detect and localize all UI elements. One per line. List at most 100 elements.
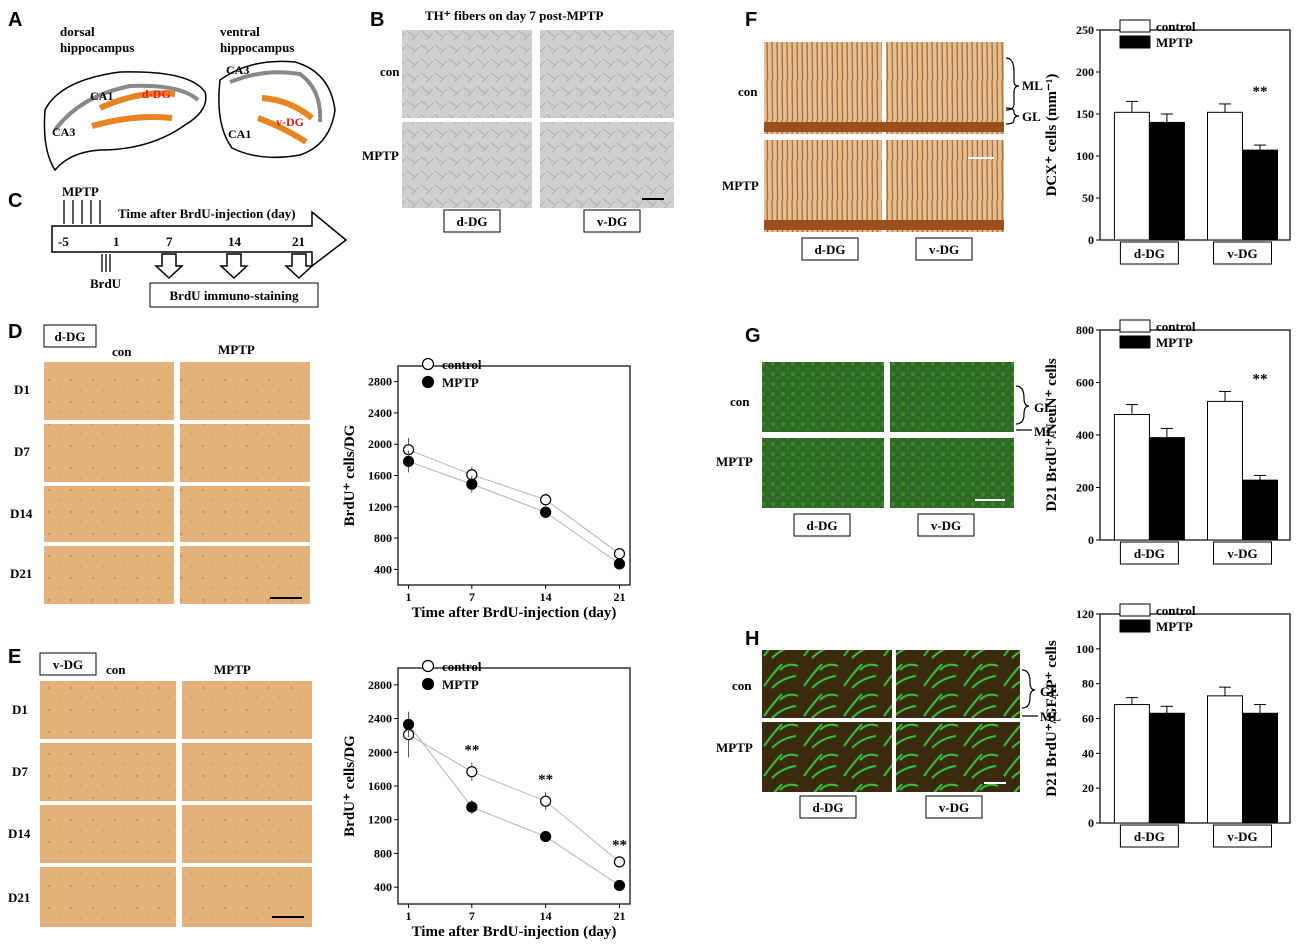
g-bar-ytick-label-1: 200: [1076, 481, 1094, 495]
micrograph-e-d7-con: [40, 743, 176, 801]
ventral-outline: [218, 60, 336, 159]
panel-label-e: E: [8, 646, 21, 668]
panel-label-c: C: [8, 190, 22, 212]
panel-f-box-ddg: [801, 237, 859, 261]
g-bar-bar-1-1: [1242, 479, 1278, 541]
panel-label-g: G: [745, 325, 761, 347]
timeline-tick-minus5: -5: [58, 234, 69, 249]
panel-b: TH⁺ fibers on day 7 post-MPTP con MPTP d…: [362, 8, 674, 233]
d-line-point-1-3: [613, 558, 626, 570]
f-bar-ytick-label-0: 0: [1088, 233, 1094, 247]
chart-g-bar: 0 200 400 600 800 D21 BrdU⁺/NeuN⁺ cells d-DG v-…: [1044, 319, 1291, 565]
h-bar-ytick-label-1: 20: [1082, 781, 1094, 795]
micrograph-f-con-vdg: [886, 42, 1004, 134]
d-line-xtick-label-0: 1: [406, 590, 412, 604]
h-bar-cat-box-0: [1119, 824, 1179, 848]
micrograph-g-con-vdg: [890, 362, 1014, 432]
h-bar-bar-0-0: [1113, 704, 1150, 824]
panel-f-gl-bracket: [1005, 107, 1020, 125]
h-bar-ytick-label-6: 120: [1076, 607, 1094, 621]
e-line-sig-3: **: [612, 838, 627, 854]
d-line-ytick-label-1: 800: [374, 531, 392, 545]
micrograph-e-d14-con: [40, 805, 176, 863]
panel-g-micrographs: con MPTP GL ML d-DG v-DG: [716, 362, 1055, 537]
chart-f-bar: 0 50 100 150 200 250 DCX⁺ cells (mm⁻¹) d-DG v-DG…: [1044, 19, 1291, 265]
panel-e-col-con: con: [106, 662, 126, 677]
panel-d-row-d14: D14: [10, 506, 33, 521]
panel-a-schematic: dorsal hippocampus ventral hippocampus C…: [43, 24, 336, 172]
dorsal-dg-lower: [91, 114, 173, 129]
panel-label-a: A: [8, 9, 22, 31]
e-line-ylabel: BrdU⁺ cells/DG: [342, 735, 358, 837]
panel-label-f: F: [745, 9, 757, 31]
h-bar-bar-1-0: [1148, 712, 1185, 824]
micrograph-e-d1-con: [40, 681, 176, 739]
d-line-xlabel: Time after BrdU-injection (day): [412, 605, 617, 621]
micrograph-d-d1-mptp: [180, 362, 310, 420]
micrograph-h-mptp-ddg: [762, 722, 892, 792]
d-line-series-line-0: [408, 449, 620, 555]
d-line-point-1-2: [540, 506, 552, 518]
ventral-dg-lower: [256, 115, 308, 145]
g-bar-bar-0-1: [1207, 400, 1243, 541]
f-bar-cat-label-1: v-DG: [1227, 246, 1257, 261]
h-bar-cat-label-0: d-DG: [1134, 829, 1165, 844]
h-bar-ytick-label-0: 0: [1088, 816, 1094, 830]
e-line-point-1-2: [540, 830, 552, 843]
micrograph-f-con-ddg: [764, 42, 882, 134]
g-bar-legend-swatch-1: [1119, 335, 1151, 349]
timeline-tick-7: 7: [166, 234, 173, 249]
e-line-xtick-label-0: 1: [406, 909, 412, 923]
panel-label-h: H: [745, 628, 759, 650]
g-bar-cat-box-1: [1213, 541, 1272, 565]
dorsal-dg-upper: [98, 90, 176, 111]
chart-h-bar: 0 20 40 60 80 100 120 D21 BrdU⁺/GFAP⁺ cells d-DG…: [1044, 603, 1291, 848]
e-line-sig-2: **: [538, 772, 553, 788]
panel-h-col-vdg: v-DG: [939, 800, 969, 815]
h-bar-ytick-label-4: 80: [1082, 677, 1094, 691]
micrograph-b-mptp-ddg: [402, 122, 532, 208]
timeline-axis-title: Time after BrdU-injection (day): [118, 206, 296, 221]
dorsal-ca-layer: [53, 83, 200, 132]
h-bar-bar-0-1: [1207, 695, 1243, 824]
e-line-legend-marker-1: [421, 677, 435, 691]
e-line-xlabel: Time after BrdU-injection (day): [412, 924, 617, 940]
brdu-injection-arrows: [101, 254, 111, 272]
f-bar-legend-swatch-1: [1119, 35, 1151, 49]
panel-d-row-d1: D1: [14, 382, 30, 397]
panel-h-ml: ML: [1040, 709, 1061, 724]
e-line-plot-frame: [397, 667, 631, 905]
staining-arrow-21: [284, 253, 314, 280]
micrograph-b-mptp-vdg: [540, 122, 674, 208]
panel-d-row-d7: D7: [14, 444, 30, 459]
micrograph-f-mptp-ddg: [764, 140, 882, 232]
g-bar-sig-1: **: [1253, 371, 1268, 387]
micrograph-d-d14-mptp: [180, 486, 310, 542]
h-bar-legend-label-1: MPTP: [1156, 619, 1193, 634]
panel-h-gl: GL: [1040, 684, 1059, 699]
panel-label-b: B: [370, 9, 384, 31]
panel-b-col-vdg: v-DG: [597, 214, 627, 229]
e-line-ytick-label-6: 2800: [368, 678, 392, 692]
e-line-legend-label-1: MPTP: [442, 677, 479, 692]
panel-b-col-ddg: d-DG: [456, 214, 487, 229]
e-line-ytick-label-5: 2400: [368, 712, 392, 726]
f-bar-ytick-label-2: 100: [1076, 149, 1094, 163]
panel-d-row-d21: D21: [10, 566, 32, 581]
panel-f-col-vdg: v-DG: [929, 242, 959, 257]
e-line-point-1-0: [402, 718, 415, 731]
panel-h-gl-bracket: [1021, 669, 1036, 709]
ventral-dg-upper: [261, 95, 314, 121]
panel-h-box-vdg: [925, 795, 983, 819]
h-bar-ytick-label-3: 60: [1082, 712, 1094, 726]
panel-d-micrographs: d-DG con MPTP D1 D7 D14 D21: [10, 324, 310, 604]
d-line-ytick-label-3: 1600: [368, 469, 392, 483]
dorsal-ca1-label: CA1: [90, 89, 113, 103]
staining-box: [149, 282, 319, 308]
panel-g-box-vdg: [917, 513, 975, 537]
panel-d-region: d-DG: [54, 329, 85, 344]
micrograph-d-d1-con: [44, 362, 174, 420]
f-bar-bar-0-1: [1207, 111, 1243, 241]
staining-arrow-7: [154, 253, 184, 280]
h-bar-bar-1-1: [1242, 712, 1278, 824]
